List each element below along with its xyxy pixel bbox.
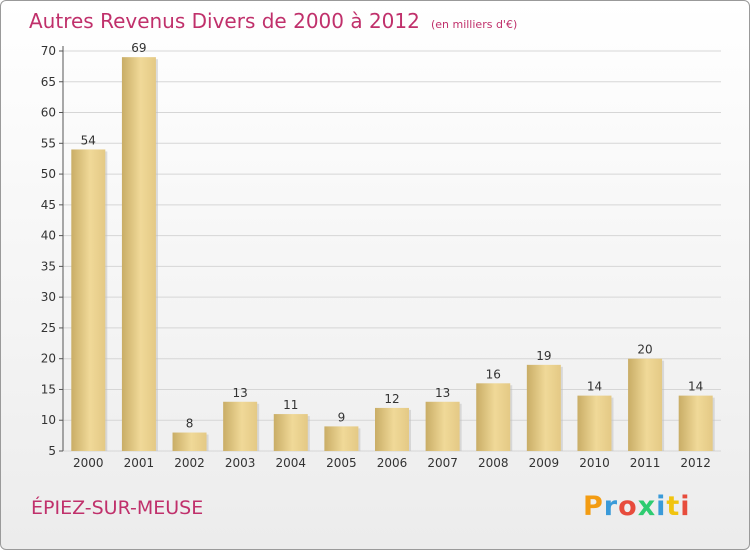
bar-2006 xyxy=(375,407,409,451)
bars: 54 69 8 13 11 9 12 13 16 19 14 20 14 xyxy=(71,41,715,452)
x-tick-label: 2004 xyxy=(275,456,306,470)
data-label-2006: 12 xyxy=(384,392,399,406)
bar-2003 xyxy=(223,401,258,451)
bar-2010 xyxy=(577,395,612,451)
x-tick-label: 2007 xyxy=(427,456,458,470)
y-tick-label: 60 xyxy=(41,106,56,120)
data-label-2007: 13 xyxy=(435,386,450,400)
data-label-2000: 54 xyxy=(81,133,96,147)
y-axis: 5 10 15 20 25 30 35 40 45 50 55 60 65 70 xyxy=(41,44,64,458)
data-label-2001: 69 xyxy=(131,41,146,55)
data-label-2011: 20 xyxy=(637,343,652,357)
x-tick-label: 2008 xyxy=(478,456,509,470)
chart-title: Autres Revenus Divers de 2000 à 2012 xyxy=(29,9,420,33)
bar-2004 xyxy=(273,414,308,451)
logo-letter: x xyxy=(637,491,657,522)
y-tick-label: 35 xyxy=(41,259,56,273)
x-tick-label: 2001 xyxy=(124,456,155,470)
y-tick-label: 15 xyxy=(41,382,56,396)
x-axis: 2000 2001 2002 2003 2004 2005 2006 2007 2008 2009… xyxy=(73,456,711,470)
x-tick-label: 2012 xyxy=(680,456,711,470)
proxiti-logo[interactable]: Proxiti xyxy=(583,491,691,522)
data-label-2005: 9 xyxy=(338,410,346,424)
bar-2000 xyxy=(71,149,106,451)
y-tick-label: 5 xyxy=(48,444,56,458)
y-tick-label: 20 xyxy=(41,352,56,366)
logo-letter: o xyxy=(618,491,638,522)
commune-name: ÉPIEZ-SUR-MEUSE xyxy=(31,497,204,519)
bar-2011 xyxy=(628,358,663,451)
logo-letter: i xyxy=(680,491,691,522)
logo-letter: r xyxy=(603,491,619,522)
data-label-2002: 8 xyxy=(186,417,194,431)
bar-2007 xyxy=(425,401,460,451)
x-tick-label: 2010 xyxy=(579,456,610,470)
y-tick-label: 25 xyxy=(41,321,56,335)
data-label-2003: 13 xyxy=(233,386,248,400)
y-tick-label: 40 xyxy=(41,229,56,243)
data-label-2010: 14 xyxy=(587,380,602,394)
y-tick-label: 70 xyxy=(41,44,56,58)
logo-letter: P xyxy=(583,491,604,522)
data-label-2008: 16 xyxy=(486,367,501,381)
x-tick-label: 2002 xyxy=(174,456,205,470)
logo-letter: i xyxy=(656,491,667,522)
data-label-2009: 19 xyxy=(536,349,551,363)
chart-unit: (en milliers d'€) xyxy=(430,18,518,31)
bar-2002 xyxy=(172,432,207,451)
y-tick-label: 30 xyxy=(41,290,56,304)
data-label-2012: 14 xyxy=(688,380,703,394)
y-tick-label: 45 xyxy=(41,198,56,212)
logo-letter: t xyxy=(666,491,681,522)
y-tick-label: 55 xyxy=(41,136,56,150)
y-tick-label: 50 xyxy=(41,167,56,181)
x-tick-label: 2003 xyxy=(225,456,256,470)
x-tick-label: 2005 xyxy=(326,456,357,470)
bar-2012 xyxy=(678,395,713,451)
bar-2001 xyxy=(121,57,156,452)
data-label-2004: 11 xyxy=(283,398,298,412)
title-row: Autres Revenus Divers de 2000 à 2012 (en… xyxy=(29,9,517,33)
x-tick-label: 2011 xyxy=(630,456,661,470)
x-tick-label: 2009 xyxy=(529,456,560,470)
x-tick-label: 2006 xyxy=(377,456,408,470)
bar-2009 xyxy=(526,364,561,451)
y-tick-label: 10 xyxy=(41,413,56,427)
bar-2005 xyxy=(324,426,359,451)
y-tick-label: 65 xyxy=(41,75,56,89)
x-tick-label: 2000 xyxy=(73,456,104,470)
bar-2008 xyxy=(476,383,511,451)
